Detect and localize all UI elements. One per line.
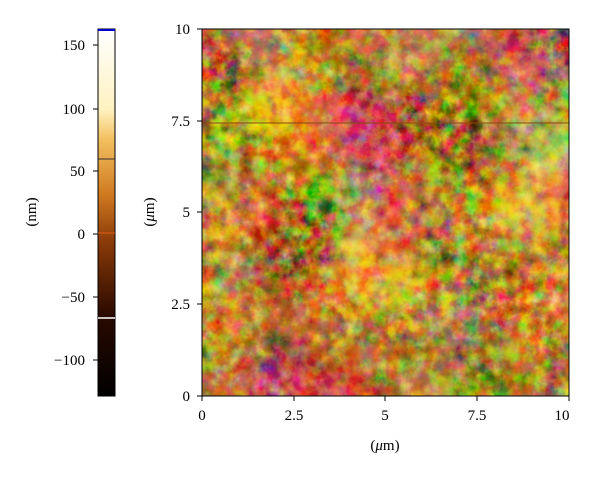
x-axis: 0 2.5 5 7.5 10 (μm) [198, 396, 570, 454]
y-axis-label: (μm) [142, 197, 158, 226]
colorbar-tick-label: 150 [63, 38, 86, 54]
colorbar-unit-label: (nm) [24, 197, 40, 226]
y-tick-label: 7.5 [171, 114, 190, 130]
x-tick-label: 7.5 [468, 408, 487, 424]
colorbar-tick-label: 0 [78, 227, 86, 243]
x-tick-label: 2.5 [285, 408, 304, 424]
y-axis: 10 7.5 5 2.5 0 (μm) [142, 22, 202, 405]
x-tick-label: 10 [555, 408, 570, 424]
y-tick-label: 2.5 [171, 297, 190, 313]
colorbar-gradient [97, 28, 116, 397]
colorbar-tick-label: 50 [70, 164, 85, 180]
y-tick-label: 0 [183, 389, 191, 405]
y-tick-label: 10 [175, 22, 190, 38]
colorbar-tick-label: −50 [62, 290, 85, 306]
colorbar-ticks [93, 44, 98, 361]
y-tick-label: 5 [183, 205, 191, 221]
colorbar: 150 100 50 0 −50 −100 (nm) [24, 28, 116, 397]
colorbar-tick-label: 100 [63, 102, 86, 118]
x-tick-label: 5 [381, 408, 389, 424]
x-tick-label: 0 [198, 408, 206, 424]
colorbar-tick-label: −100 [54, 353, 85, 369]
afm-height-map [202, 29, 569, 396]
x-axis-label: (μm) [370, 438, 399, 454]
afm-image [202, 29, 569, 396]
